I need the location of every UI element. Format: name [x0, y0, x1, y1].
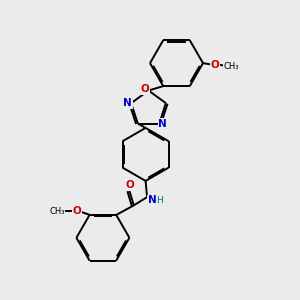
Text: O: O	[73, 206, 82, 216]
Text: O: O	[125, 180, 134, 190]
Text: CH₃: CH₃	[224, 61, 239, 70]
Text: H: H	[156, 196, 163, 205]
Text: CH₃: CH₃	[50, 207, 65, 216]
Text: O: O	[210, 60, 219, 70]
Text: O: O	[141, 84, 149, 94]
Text: N: N	[148, 195, 157, 205]
Text: N: N	[158, 118, 167, 128]
Text: N: N	[123, 98, 132, 108]
